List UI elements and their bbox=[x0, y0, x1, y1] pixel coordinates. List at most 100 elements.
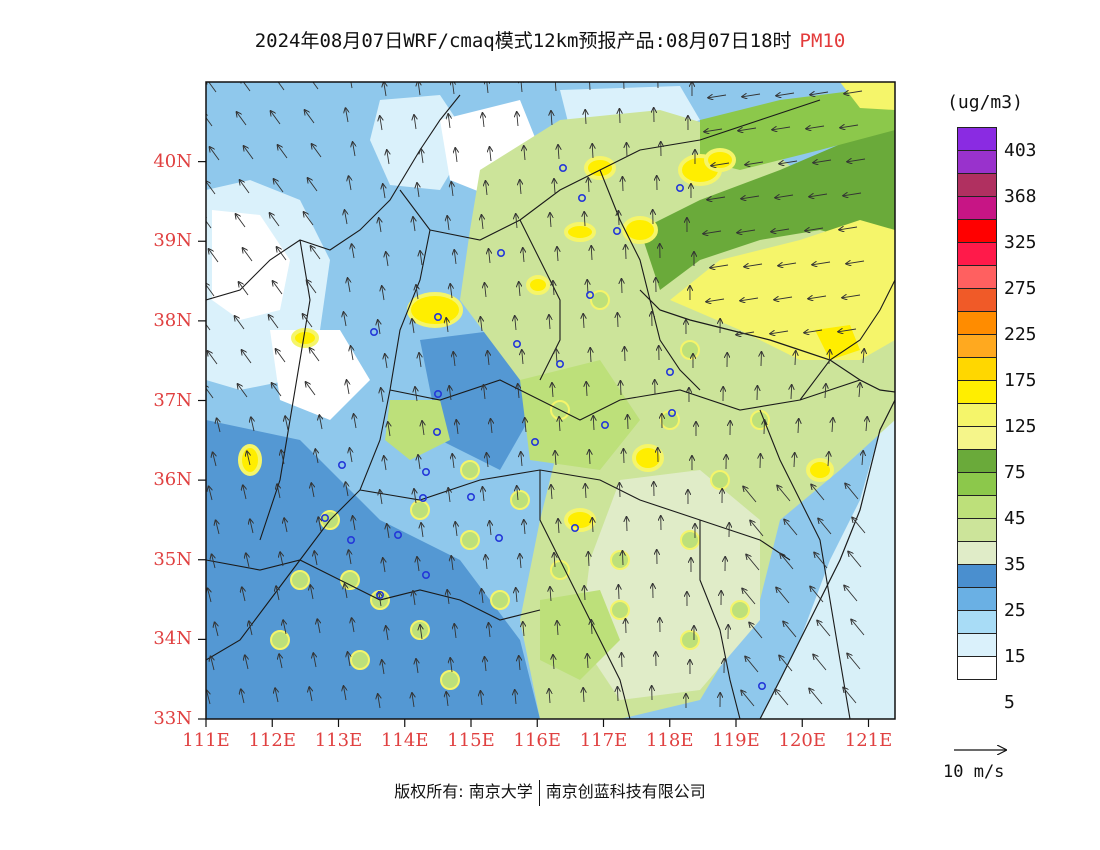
wind-arrow-icon bbox=[489, 623, 490, 638]
wind-arrow-icon bbox=[315, 449, 318, 464]
wind-arrow-icon bbox=[583, 314, 584, 329]
station-marker bbox=[393, 530, 402, 539]
green-spot bbox=[290, 570, 310, 590]
wind-arrow-icon bbox=[779, 161, 798, 164]
wind-arrow-icon bbox=[780, 554, 794, 570]
wind-arrow-icon bbox=[273, 281, 283, 295]
wind-arrow-icon bbox=[554, 179, 555, 194]
wind-arrow-icon bbox=[486, 181, 487, 196]
green-spot bbox=[730, 600, 750, 620]
province-border bbox=[699, 520, 741, 719]
green-spot bbox=[440, 670, 460, 690]
wind-arrow-icon bbox=[274, 179, 284, 193]
station-marker bbox=[369, 327, 378, 336]
wind-arrow-icon bbox=[242, 587, 245, 602]
wind-arrow-icon bbox=[551, 111, 552, 126]
wind-arrow-icon bbox=[550, 587, 551, 602]
wind-arrow-icon bbox=[621, 279, 622, 294]
wind-arrow-icon bbox=[242, 350, 252, 364]
province-border bbox=[799, 279, 895, 401]
wind-arrow-icon bbox=[626, 517, 627, 532]
station-marker bbox=[433, 312, 442, 321]
wind-arrow-icon bbox=[710, 265, 729, 268]
lon-label: 118E bbox=[646, 730, 694, 751]
wind-arrow-icon bbox=[354, 414, 356, 429]
wind-arrow-icon bbox=[521, 452, 522, 467]
wind-arrow-icon bbox=[251, 417, 254, 432]
lon-label: 111E bbox=[182, 730, 230, 751]
wind-reference-arrow-icon bbox=[954, 740, 1012, 760]
wind-arrow-icon bbox=[738, 128, 757, 131]
lat-label: 39N bbox=[153, 230, 192, 252]
wind-arrow-icon bbox=[456, 420, 458, 435]
wind-arrow-icon bbox=[208, 351, 218, 365]
wind-arrow-icon bbox=[284, 518, 287, 533]
wind-arrow-icon bbox=[304, 212, 314, 226]
yellow-blob bbox=[564, 508, 596, 532]
wind-arrow-icon bbox=[246, 553, 249, 568]
wind-arrow-icon bbox=[744, 264, 763, 267]
wind-arrow-icon bbox=[554, 553, 555, 568]
footer-divider bbox=[538, 779, 540, 806]
copyright-left: 版权所有: 南京大学 bbox=[394, 782, 533, 801]
wind-arrow-icon bbox=[387, 524, 389, 539]
green-area bbox=[700, 85, 895, 170]
wind-arrow-icon bbox=[451, 182, 453, 197]
wind-arrow-icon bbox=[238, 384, 248, 398]
green-spot bbox=[610, 550, 630, 570]
pollutant-label: PM10 bbox=[799, 30, 846, 52]
green-spot bbox=[660, 410, 680, 430]
station-marker bbox=[665, 367, 674, 376]
green-spot bbox=[590, 290, 610, 310]
lat-label: 36N bbox=[153, 469, 192, 491]
wind-arrow-icon bbox=[777, 486, 791, 502]
wind-arrow-icon bbox=[454, 250, 456, 265]
wind-arrow-icon bbox=[305, 110, 315, 124]
wind-arrow-icon bbox=[553, 655, 554, 670]
wind-arrow-icon bbox=[842, 295, 861, 298]
legend-swatch bbox=[957, 656, 997, 680]
province-border bbox=[539, 470, 631, 719]
wind-arrow-icon bbox=[491, 419, 492, 434]
wind-arrow-icon bbox=[276, 586, 279, 601]
wind-arrow-icon bbox=[622, 177, 623, 192]
lat-label: 40N bbox=[153, 150, 192, 172]
wind-arrow-icon bbox=[311, 246, 321, 260]
wind-arrow-icon bbox=[808, 296, 827, 299]
legend-swatch bbox=[957, 311, 997, 334]
wind-arrow-icon bbox=[519, 656, 520, 671]
wind-arrow-icon bbox=[515, 690, 516, 705]
legend-swatch bbox=[957, 357, 997, 380]
wind-arrow-icon bbox=[590, 348, 591, 363]
wind-arrow-icon bbox=[517, 486, 518, 501]
wind-arrow-icon bbox=[454, 624, 456, 639]
wind-arrow-icon bbox=[417, 183, 419, 198]
wind-arrow-icon bbox=[488, 351, 489, 366]
wind-arrow-icon bbox=[487, 82, 488, 94]
wind-arrow-icon bbox=[784, 520, 798, 536]
legend-swatch bbox=[957, 426, 997, 449]
wind-arrow-icon bbox=[449, 386, 451, 401]
wind-arrow-icon bbox=[213, 452, 216, 467]
wind-arrow-icon bbox=[866, 417, 867, 432]
green-spot bbox=[350, 650, 370, 670]
wind-arrow-icon bbox=[490, 521, 491, 536]
wind-arrow-icon bbox=[484, 657, 486, 672]
legend-tick: 25 bbox=[1004, 600, 1026, 621]
wind-arrow-icon bbox=[237, 112, 247, 126]
wind-arrow-icon bbox=[736, 332, 755, 335]
station-marker bbox=[577, 194, 586, 203]
station-marker bbox=[320, 513, 329, 522]
wind-arrow-icon bbox=[418, 455, 420, 470]
wind-arrow-icon bbox=[625, 245, 626, 260]
wind-arrow-icon bbox=[863, 349, 864, 364]
wind-arrow-icon bbox=[383, 184, 385, 199]
wind-arrow-icon bbox=[206, 181, 216, 195]
wind-arrow-icon bbox=[588, 552, 589, 567]
yellow-blob bbox=[622, 216, 658, 244]
wind-arrow-icon bbox=[558, 519, 559, 534]
legend-swatch bbox=[957, 610, 997, 633]
lon-label: 121E bbox=[844, 730, 893, 751]
wind-arrow-icon bbox=[829, 350, 830, 365]
wind-arrow-icon bbox=[622, 551, 623, 566]
